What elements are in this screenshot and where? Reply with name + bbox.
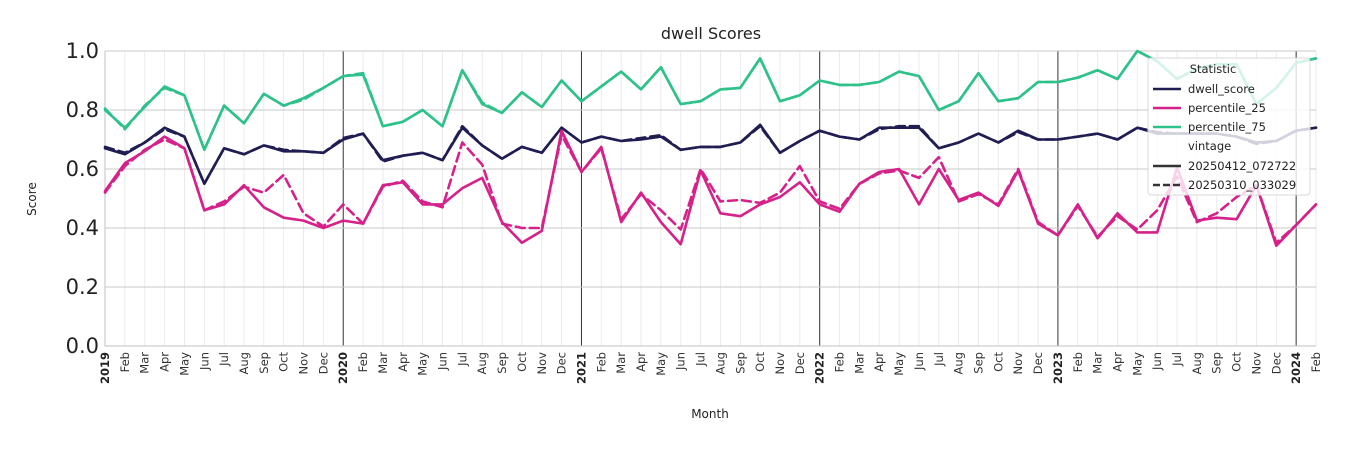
x-tick-month-label: May: [1130, 352, 1144, 376]
x-tick-month-label: Jul: [932, 352, 946, 367]
x-tick-month-label: Dec: [316, 352, 330, 374]
series-line-percentile-25-dashed: [103, 133, 1318, 245]
y-axis-ticks: 0.0 0.2 0.4 0.6 0.8 1.0: [66, 39, 99, 358]
x-tick-month-label: Aug: [237, 352, 251, 374]
x-tick-month-label: Mar: [1091, 352, 1105, 374]
x-tick-month-label: Feb: [1309, 352, 1323, 372]
x-tick-month-label: Jul: [455, 352, 469, 367]
x-tick-month-label: Feb: [118, 352, 132, 372]
x-tick-month-label: Nov: [535, 352, 549, 375]
x-tick-month-label: May: [416, 352, 430, 376]
x-tick-month-label: Nov: [297, 352, 311, 375]
x-tick-month-label: Dec: [1269, 352, 1283, 374]
x-tick-month-label: Aug: [1190, 352, 1204, 374]
y-tick-label: 0.6: [66, 157, 99, 181]
x-tick-month-label: Oct: [515, 352, 529, 372]
series-line-percentile-75-solid: [103, 49, 1318, 152]
x-tick-month-label: Sep: [972, 352, 986, 374]
y-tick-label: 0.0: [66, 334, 99, 358]
x-tick-month-label: Aug: [475, 352, 489, 374]
legend: Statistic dwell_score percentile_25 perc…: [1147, 57, 1311, 196]
x-tick-month-label: Mar: [376, 352, 390, 374]
x-tick-month-label: Feb: [1071, 352, 1085, 372]
series-lines: [103, 49, 1318, 247]
x-tick-month-label: Jun: [912, 352, 926, 371]
x-tick-year-label: 2021: [574, 352, 588, 384]
y-tick-label: 0.2: [66, 275, 99, 299]
x-tick-month-label: Dec: [793, 352, 807, 374]
legend-label-percentile-75: percentile_75: [1188, 120, 1266, 134]
y-axis-label: Score: [25, 182, 39, 216]
x-tick-year-label: 2019: [98, 352, 112, 384]
x-tick-month-label: Oct: [753, 352, 767, 372]
legend-title-vintage: vintage: [1188, 139, 1231, 153]
x-tick-month-label: Oct: [991, 352, 1005, 372]
x-tick-month-label: Jun: [1150, 352, 1164, 371]
legend-label-vintage-2: 20250310_033029: [1188, 178, 1296, 192]
x-tick-month-label: Sep: [495, 352, 509, 374]
y-tick-label: 0.8: [66, 98, 99, 122]
legend-box: [1147, 57, 1311, 196]
x-tick-month-label: Jun: [197, 352, 211, 371]
chart-title: dwell Scores: [661, 24, 761, 43]
series-line-percentile-75-dashed: [103, 49, 1318, 152]
x-tick-year-label: 2024: [1289, 352, 1303, 384]
y-tick-label: 0.4: [66, 216, 99, 240]
series-line-percentile-25-solid: [103, 129, 1318, 247]
y-tick-label: 1.0: [66, 39, 99, 63]
x-tick-month-label: May: [654, 352, 668, 376]
x-tick-month-label: Dec: [1031, 352, 1045, 374]
x-tick-month-label: Nov: [1011, 352, 1025, 375]
series-line-dwell-score-dashed: [103, 124, 1318, 186]
x-tick-month-label: Jul: [1170, 352, 1184, 367]
x-tick-month-label: Jun: [435, 352, 449, 371]
x-tick-month-label: Aug: [713, 352, 727, 374]
x-tick-month-label: May: [892, 352, 906, 376]
x-tick-year-label: 2023: [1051, 352, 1065, 384]
legend-label-percentile-25: percentile_25: [1188, 101, 1266, 115]
legend-label-vintage-1: 20250412_072722: [1188, 159, 1296, 173]
legend-title-statistic: Statistic: [1190, 62, 1237, 76]
series-line-dwell-score-solid: [103, 123, 1318, 186]
x-tick-year-label: 2020: [336, 352, 350, 384]
x-tick-month-label: Apr: [158, 352, 172, 372]
x-tick-year-label: 2022: [813, 352, 827, 384]
x-tick-month-label: Jul: [694, 352, 708, 367]
x-tick-month-label: Aug: [952, 352, 966, 374]
x-tick-month-label: Dec: [555, 352, 569, 374]
x-tick-month-label: Sep: [733, 352, 747, 374]
x-tick-month-label: Feb: [594, 352, 608, 372]
x-tick-month-label: Oct: [1230, 352, 1244, 372]
x-axis-label: Month: [691, 407, 729, 421]
x-tick-month-label: Apr: [396, 352, 410, 372]
x-tick-month-label: Jul: [217, 352, 231, 367]
x-tick-month-label: Mar: [614, 352, 628, 374]
x-axis-ticks: 2019 Feb Mar Apr May Jun Jul Aug Sep Oct Nov Dec 202…: [98, 352, 1323, 384]
x-tick-month-label: Apr: [1110, 352, 1124, 372]
x-tick-month-label: Apr: [634, 352, 648, 372]
x-tick-month-label: Sep: [257, 352, 271, 374]
x-tick-month-label: Apr: [872, 352, 886, 372]
x-tick-month-label: Sep: [1210, 352, 1224, 374]
x-tick-month-label: Mar: [852, 352, 866, 374]
legend-label-dwell-score: dwell_score: [1188, 82, 1255, 96]
x-tick-month-label: May: [177, 352, 191, 376]
x-tick-month-label: Mar: [138, 352, 152, 374]
x-tick-month-label: Nov: [773, 352, 787, 375]
x-tick-month-label: Feb: [356, 352, 370, 372]
x-tick-month-label: Nov: [1249, 352, 1263, 375]
x-tick-month-label: Jun: [674, 352, 688, 371]
x-tick-month-label: Oct: [277, 352, 291, 372]
x-tick-month-label: Feb: [833, 352, 847, 372]
